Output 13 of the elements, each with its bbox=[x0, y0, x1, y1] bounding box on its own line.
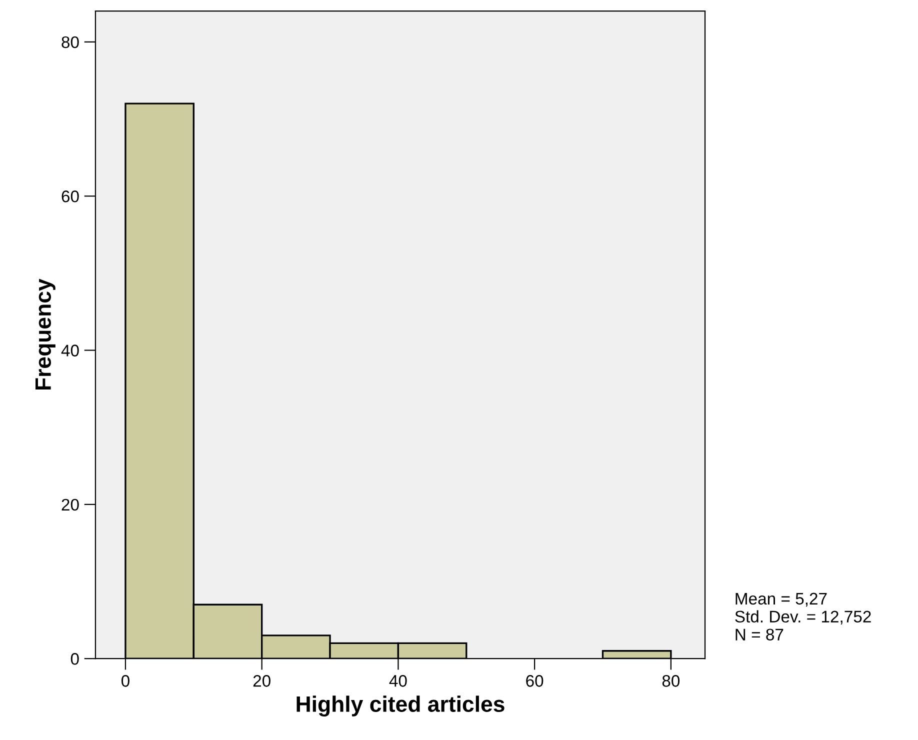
y-tick-label: 40 bbox=[61, 344, 79, 356]
y-tick-label: 80 bbox=[62, 36, 79, 48]
x-tick-label: 20 bbox=[253, 675, 270, 687]
y-tick-label: 60 bbox=[62, 190, 79, 202]
x-tick-label: 60 bbox=[526, 675, 544, 687]
x-tick-label: 40 bbox=[389, 675, 407, 687]
x-axis-title: Highly cited articles bbox=[296, 696, 504, 716]
y-tick-label: 20 bbox=[62, 498, 79, 511]
x-tick-label: 0 bbox=[121, 675, 130, 687]
y-axis-title: Frequency bbox=[36, 278, 56, 390]
text: Mean = 5,27 Std. Dev. = 12,752 N = 87 bbox=[735, 592, 871, 641]
x-tick-label: 80 bbox=[662, 675, 680, 687]
y-tick-label: 0 bbox=[70, 653, 79, 665]
